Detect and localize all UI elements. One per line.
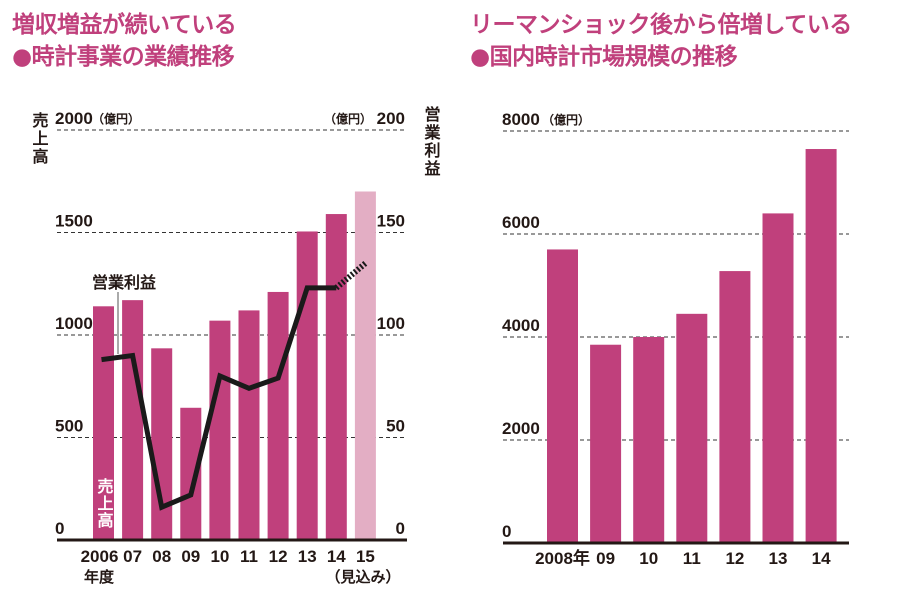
x-tick-label: 07 — [123, 547, 142, 566]
right-axis-unit: （億円） — [324, 111, 372, 126]
x-tick-label: 09 — [596, 549, 615, 568]
bar-14 — [805, 149, 837, 543]
bar-11 — [676, 313, 708, 543]
right-tick-label: 50 — [386, 417, 405, 436]
bar-10 — [633, 337, 665, 543]
left-tick-label: 2000 — [55, 109, 93, 128]
y-tick-label: 6000 — [502, 213, 540, 232]
bar-07 — [122, 300, 144, 540]
x-first-sublabel: 年度 — [84, 568, 115, 586]
x-tick-label: 12 — [725, 549, 744, 568]
bar-11 — [238, 310, 260, 540]
x-tick-label: 09 — [181, 547, 200, 566]
x-tick-label: 14 — [327, 547, 346, 566]
right-headline: リーマンショック後から倍増している — [470, 12, 852, 38]
x-tick-label: 10 — [210, 547, 229, 566]
left-tick-label: 0 — [55, 519, 64, 538]
x-tick-label: 2008年 — [535, 548, 590, 568]
left-headline: 増収増益が続いている — [12, 12, 237, 38]
bar-15 — [354, 191, 376, 540]
x-tick-label: 14 — [812, 549, 831, 568]
left-tick-label: 500 — [55, 417, 83, 436]
right-tick-label: 150 — [377, 212, 405, 231]
right-tick-label: 100 — [377, 314, 405, 333]
x-last-sublabel: （見込み） — [325, 568, 400, 586]
bar-09 — [590, 344, 622, 543]
right-axis-title: 営業利益 — [422, 105, 442, 178]
x-tick-label: 08 — [152, 547, 171, 566]
bar-12 — [719, 271, 751, 543]
bar-2008年 — [547, 249, 578, 543]
y-tick-label: 2000 — [502, 419, 540, 438]
x-tick-label: 2006 — [81, 547, 119, 566]
bar-12 — [267, 291, 289, 540]
right-tick-label: 200 — [377, 109, 405, 128]
bar-series-label: 売上高 — [95, 477, 114, 529]
right-tick-label: 0 — [396, 519, 405, 538]
bar-09 — [180, 407, 202, 540]
left-axis-unit: （億円） — [92, 111, 140, 126]
left-tick-label: 1500 — [55, 212, 93, 231]
x-tick-label: 13 — [769, 549, 788, 568]
bar-13 — [296, 231, 318, 540]
y-axis-unit: （億円） — [542, 112, 590, 127]
x-tick-label: 15 — [356, 547, 375, 566]
bar-14 — [325, 214, 347, 541]
y-tick-label: 0 — [502, 522, 511, 541]
y-tick-label: 4000 — [502, 316, 540, 335]
bar-08 — [151, 348, 173, 540]
bar-13 — [762, 213, 794, 543]
left-subtitle: ●時計事業の業績推移 — [12, 44, 235, 70]
x-tick-label: 11 — [683, 549, 701, 568]
left-tick-label: 1000 — [55, 314, 93, 333]
left-axis-title: 売上高 — [30, 111, 49, 166]
x-tick-label: 10 — [639, 549, 658, 568]
right-subtitle: ●国内時計市場規模の推移 — [470, 44, 738, 70]
x-tick-label: 11 — [240, 547, 258, 566]
bar-2006 — [93, 306, 114, 540]
bar-10 — [209, 320, 231, 540]
x-tick-label: 12 — [269, 547, 288, 566]
x-tick-label: 13 — [298, 547, 317, 566]
y-tick-label: 8000 — [502, 110, 540, 129]
line-series-label: 営業利益 — [92, 273, 156, 292]
